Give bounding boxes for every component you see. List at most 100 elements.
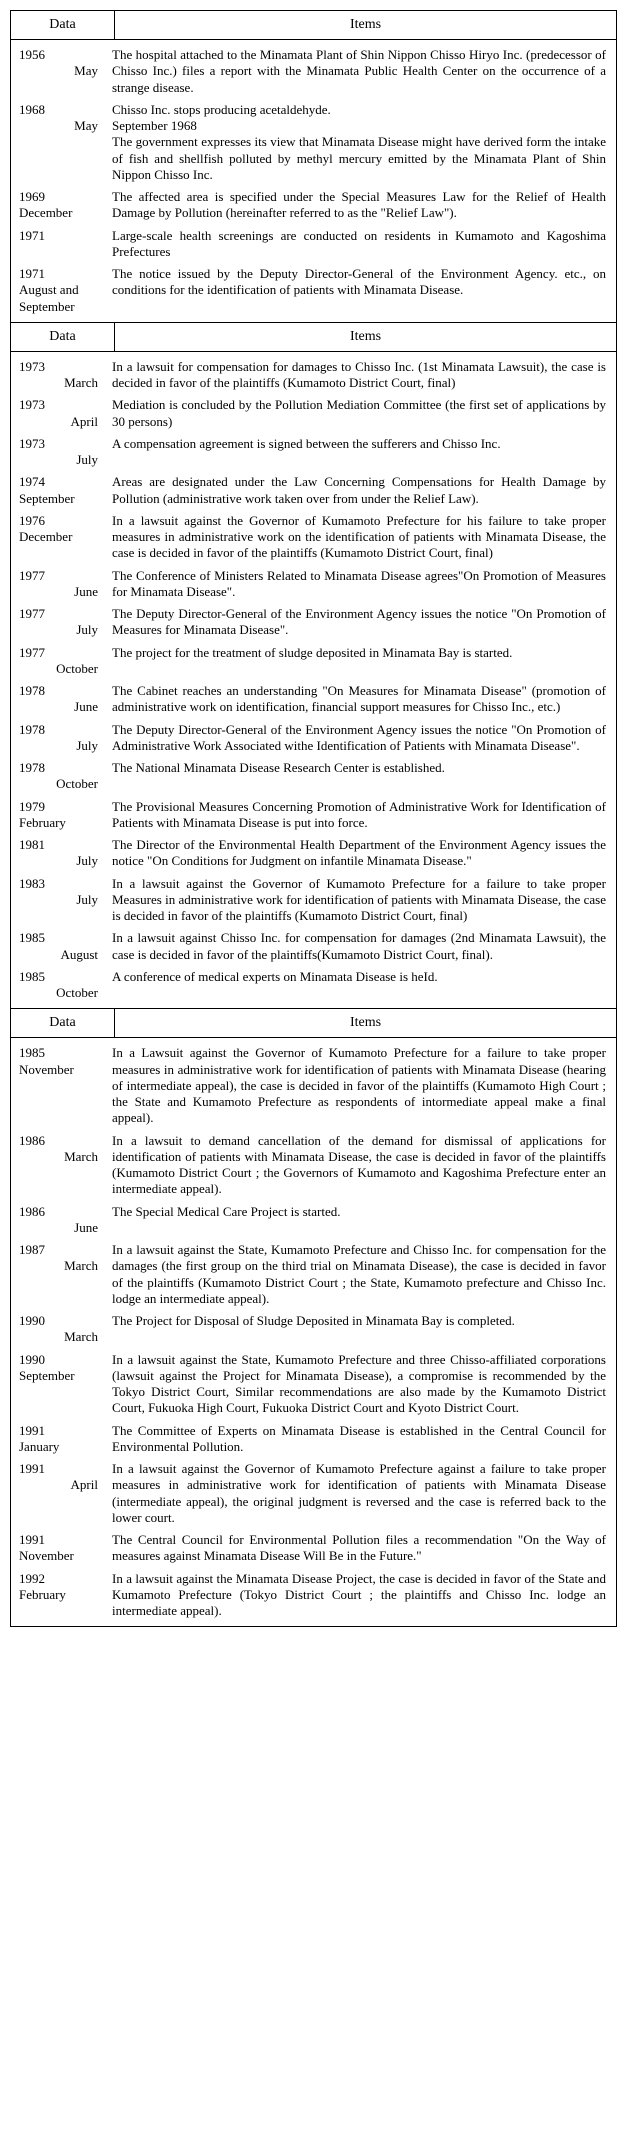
table-row: 1979FebruaryThe Provisional Measures Con… (11, 796, 616, 835)
table-row: 1977July The Deputy Director-General of t… (11, 603, 616, 642)
date-cell: 1985August (11, 930, 106, 963)
table-row: 1978October The National Minamata Disease… (11, 757, 616, 796)
table-row: 1991November The Central Council for Envi… (11, 1529, 616, 1568)
month-text: June (19, 1220, 100, 1236)
month-text: May (19, 118, 100, 134)
table-header-row: DataItems (11, 1009, 616, 1038)
month-text: August and September (19, 282, 100, 315)
table-row: 1987MarchIn a lawsuit against the State,… (11, 1239, 616, 1310)
date-cell: 1976December (11, 513, 106, 562)
date-cell: 1974September (11, 474, 106, 507)
year-text: 1977 (19, 645, 100, 661)
year-text: 1973 (19, 359, 100, 375)
date-cell: 1992February (11, 1571, 106, 1620)
table-row: 1985AugustIn a lawsuit against Chisso In… (11, 927, 616, 966)
year-text: 1956 (19, 47, 100, 63)
year-text: 1990 (19, 1352, 100, 1368)
table-body: 1985NovemberIn a Lawsuit against the Gov… (11, 1038, 616, 1626)
date-cell: 1986June (11, 1204, 106, 1237)
year-text: 1976 (19, 513, 100, 529)
month-text: September (19, 491, 100, 507)
date-cell: 1956May (11, 47, 106, 96)
item-cell: In a lawsuit against the Governor of Kum… (106, 513, 616, 562)
table-header-row: DataItems (11, 323, 616, 352)
date-cell: 1979February (11, 799, 106, 832)
table-row: 1956MayThe hospital attached to the Mina… (11, 44, 616, 99)
table-row: 1973MarchIn a lawsuit for compensation f… (11, 356, 616, 395)
item-cell: In a lawsuit to demand cancellation of t… (106, 1133, 616, 1198)
date-cell: 1978July (11, 722, 106, 755)
table-row: 1977JuneThe Conference of Ministers Rela… (11, 565, 616, 604)
item-cell: A compensation agreement is signed betwe… (106, 436, 616, 469)
month-text: October (19, 661, 100, 677)
table-row: 1978JulyThe Deputy Director-General of t… (11, 719, 616, 758)
date-cell: 1991January (11, 1423, 106, 1456)
year-text: 1987 (19, 1242, 100, 1258)
year-text: 1990 (19, 1313, 100, 1329)
month-text: November (19, 1548, 100, 1564)
table-row: 1974SeptemberAreas are designated under … (11, 471, 616, 510)
table-row: 1973JulyA compensation agreement is sign… (11, 433, 616, 472)
month-text: July (19, 853, 100, 869)
year-text: 1985 (19, 1045, 100, 1061)
year-text: 1973 (19, 436, 100, 452)
date-cell: 1991April (11, 1461, 106, 1526)
month-text: July (19, 622, 100, 638)
item-cell: The Cabinet reaches an understanding "On… (106, 683, 616, 716)
month-text: October (19, 776, 100, 792)
item-cell: The National Minamata Disease Research C… (106, 760, 616, 793)
item-cell: In a lawsuit against the State, Kumamoto… (106, 1242, 616, 1307)
item-cell: The Special Medical Care Project is star… (106, 1204, 616, 1237)
item-cell: The Deputy Director-General of the Envir… (106, 606, 616, 639)
item-cell: The Conference of Ministers Related to M… (106, 568, 616, 601)
month-text: August (19, 947, 100, 963)
year-text: 1981 (19, 837, 100, 853)
table-section: DataItems1985NovemberIn a Lawsuit agains… (10, 1008, 617, 1627)
table-row: 1992FebruaryIn a lawsuit against the Min… (11, 1568, 616, 1623)
year-text: 1991 (19, 1532, 100, 1548)
item-cell: In a lawsuit for compensation for damage… (106, 359, 616, 392)
table-body: 1956MayThe hospital attached to the Mina… (11, 40, 616, 322)
item-cell: A conference of medical experts on Minam… (106, 969, 616, 1002)
item-cell: The Director of the Environmental Health… (106, 837, 616, 870)
year-text: 1983 (19, 876, 100, 892)
item-cell: The notice issued by the Deputy Director… (106, 266, 616, 315)
table-section: DataItems 1973MarchIn a lawsuit for compe… (10, 322, 617, 1009)
month-text: January (19, 1439, 100, 1455)
item-cell: In a lawsuit against the State, Kumamoto… (106, 1352, 616, 1417)
date-cell: 1983July (11, 876, 106, 925)
year-text: 1986 (19, 1133, 100, 1149)
table-row: 1978JuneThe Cabinet reaches an understan… (11, 680, 616, 719)
month-text: July (19, 892, 100, 908)
header-date: Data (11, 323, 115, 351)
header-items: Items (115, 11, 616, 39)
table-header-row: DataItems (11, 11, 616, 40)
year-text: 1992 (19, 1571, 100, 1587)
year-text: 1977 (19, 568, 100, 584)
table-row: 1990SeptemberIn a lawsuit against the St… (11, 1349, 616, 1420)
item-cell: Mediation is concluded by the Pollution … (106, 397, 616, 430)
year-text: 1969 (19, 189, 100, 205)
month-text: December (19, 205, 100, 221)
year-text: 1978 (19, 760, 100, 776)
month-text: April (19, 1477, 100, 1493)
year-text: 1971 (19, 266, 100, 282)
month-text: March (19, 1149, 100, 1165)
date-cell: 1985November (11, 1045, 106, 1126)
month-text: July (19, 738, 100, 754)
table-row: 1981July The Director of the Environmenta… (11, 834, 616, 873)
table-row: 1986March In a lawsuit to demand cancella… (11, 1130, 616, 1201)
item-cell: The Deputy Director-General of the Envir… (106, 722, 616, 755)
year-text: 1978 (19, 722, 100, 738)
year-text: 1977 (19, 606, 100, 622)
year-text: 1991 (19, 1423, 100, 1439)
item-cell: The Central Council for Environmental Po… (106, 1532, 616, 1565)
table-row: 1968MayChisso Inc. stops producing aceta… (11, 99, 616, 186)
table-row: 1973AprilMediation is concluded by the P… (11, 394, 616, 433)
month-text: April (19, 414, 100, 430)
table-body: 1973MarchIn a lawsuit for compensation f… (11, 352, 616, 1009)
date-cell: 1977October (11, 645, 106, 678)
date-cell: 1968May (11, 102, 106, 183)
header-date: Data (11, 11, 115, 39)
item-cell: Large-scale health screenings are conduc… (106, 228, 616, 261)
